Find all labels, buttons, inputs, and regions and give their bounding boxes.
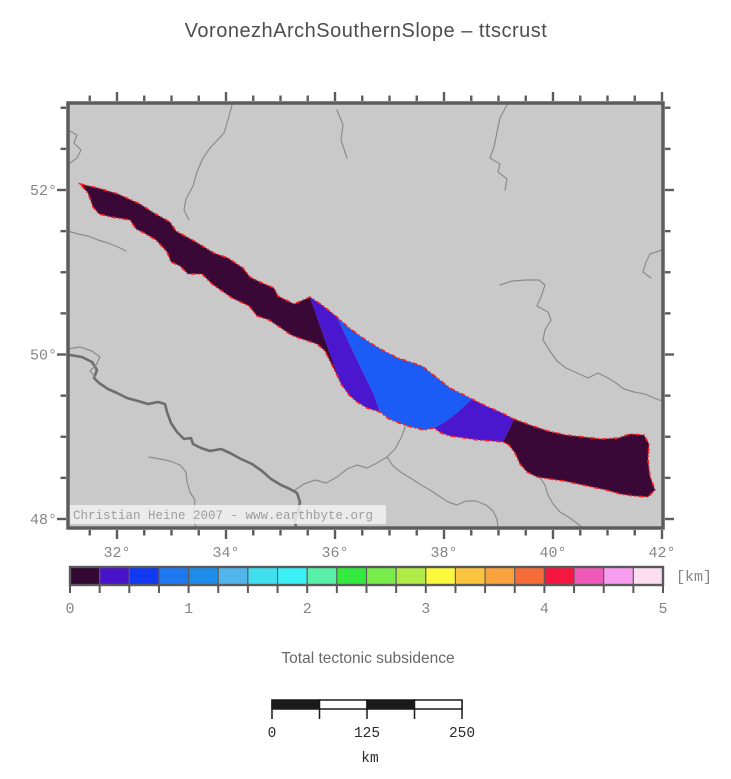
figure-title: VoronezhArchSouthernSlope – ttscrust	[185, 20, 548, 42]
colorbar-segment	[454, 566, 486, 586]
x-axis-labels: 32° 34° 36° 38° 40° 42°	[103, 545, 675, 562]
colorbar-tick-label: 4	[540, 601, 549, 618]
river-path	[68, 353, 302, 530]
watermark: Christian Heine 2007 - www.earthbyte.org	[69, 505, 386, 524]
x-axis-label: 36°	[321, 545, 348, 562]
river-path	[67, 230, 127, 252]
colorbar-segment	[425, 566, 456, 586]
river-path	[499, 279, 663, 402]
colorbar-segment	[336, 566, 368, 586]
river-path	[642, 249, 663, 279]
river-path	[183, 104, 233, 221]
axis-ticks	[57, 92, 674, 539]
colorbar-segment	[128, 566, 160, 586]
river-path	[489, 102, 509, 191]
map-frame	[66, 101, 665, 530]
watermark-text: Christian Heine 2007 - www.earthbyte.org	[73, 509, 373, 523]
colorbar-ticks	[69, 586, 664, 593]
river-path	[67, 129, 82, 169]
river-path	[67, 346, 101, 378]
colorbar-unit-label: [km]	[676, 569, 712, 586]
y-axis-labels: 52° 50° 48°	[30, 183, 57, 529]
colorbar-segment	[69, 566, 101, 586]
colorbar-segment	[217, 566, 249, 586]
scalebar-labels: 0 125 250	[268, 726, 475, 742]
scalebar-segment	[318, 699, 368, 710]
colorbar-segment	[365, 566, 397, 586]
colorbar-segment	[247, 566, 279, 586]
x-axis-label: 42°	[648, 545, 675, 562]
scalebar-segments	[271, 699, 463, 710]
x-axis-label: 38°	[430, 545, 457, 562]
colorbar-labels: 0 1 2 3 4 5	[65, 601, 667, 618]
colorbar-segment	[188, 566, 219, 586]
watermark-background	[69, 505, 386, 524]
scalebar-unit-label: km	[361, 751, 378, 767]
x-axis-label: 34°	[212, 545, 239, 562]
colorbar-segment	[395, 566, 427, 586]
colorbar-segment	[632, 566, 664, 586]
scalebar-label: 0	[268, 726, 277, 742]
map-area: Christian Heine 2007 - www.earthbyte.org…	[30, 92, 676, 562]
colorbar-segment	[514, 566, 545, 586]
subsidence-region-outline	[77, 182, 656, 498]
subsidence-region-layer	[77, 182, 656, 498]
colorbar-segment	[158, 566, 190, 586]
colorbar-tick-label: 3	[421, 601, 430, 618]
colorbar: 0 1 2 3 4 5 [km]	[65, 565, 712, 618]
subsidence-zone	[80, 184, 341, 384]
colorbar-segment	[543, 566, 575, 586]
caption: Total tectonic subsidence	[281, 650, 454, 667]
subsidence-zone	[310, 297, 380, 412]
scalebar-segment	[366, 699, 416, 710]
colorbar-segment	[573, 566, 605, 586]
colorbar-frame	[68, 565, 665, 587]
scalebar-label: 250	[449, 726, 475, 742]
scalebar-label: 125	[354, 726, 380, 742]
colorbar-tick-label: 1	[184, 601, 193, 618]
scalebar: 0 125 250 km	[268, 699, 475, 767]
colorbar-segment	[603, 566, 634, 586]
subsidence-zone	[337, 317, 472, 430]
colorbar-segments	[69, 566, 664, 586]
colorbar-segment	[306, 566, 338, 586]
river-path	[386, 456, 499, 529]
y-axis-label: 50°	[30, 348, 57, 365]
river-path	[336, 109, 348, 159]
colorbar-tick-label: 0	[65, 601, 74, 618]
x-axis-label: 40°	[539, 545, 566, 562]
colorbar-tick-label: 2	[303, 601, 312, 618]
colorbar-segment	[484, 566, 516, 586]
scalebar-segment	[271, 699, 321, 710]
scalebar-segment	[413, 699, 463, 710]
colorbar-tick-label: 5	[658, 601, 667, 618]
y-axis-label: 52°	[30, 183, 57, 200]
y-axis-label: 48°	[30, 512, 57, 529]
colorbar-segment	[276, 566, 308, 586]
x-axis-label: 32°	[103, 545, 130, 562]
colorbar-segment	[99, 566, 130, 586]
